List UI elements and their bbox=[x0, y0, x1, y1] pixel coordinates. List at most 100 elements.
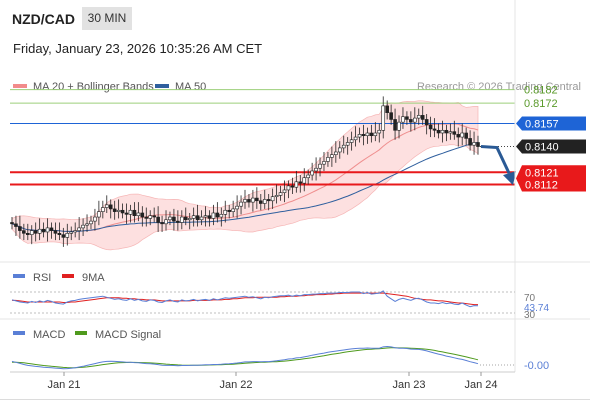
candle-body bbox=[164, 219, 168, 225]
last-price-tag-label: 0.8140 bbox=[525, 142, 559, 154]
candle-body bbox=[61, 234, 66, 238]
candle-body bbox=[385, 105, 389, 113]
target-tag bbox=[516, 165, 586, 192]
target-tag-label-0-8112: 0.8112 bbox=[525, 180, 558, 192]
candle-body bbox=[393, 119, 397, 131]
candle-body bbox=[306, 174, 310, 179]
candle-body bbox=[172, 216, 176, 222]
candle-body bbox=[148, 215, 153, 219]
last-price-tag bbox=[516, 139, 586, 154]
candle-body bbox=[416, 115, 421, 119]
candle-body bbox=[432, 128, 437, 131]
candle-body bbox=[239, 201, 243, 207]
candle-body bbox=[294, 181, 299, 188]
forecast-arrow-line bbox=[480, 145, 511, 174]
candle-body bbox=[310, 170, 314, 176]
candle-body bbox=[420, 115, 425, 120]
candle-body bbox=[73, 230, 77, 233]
legend-label-ma50: MA 50 bbox=[175, 81, 206, 93]
candle-body bbox=[341, 144, 346, 149]
candle-body bbox=[243, 199, 247, 203]
candle-body bbox=[460, 132, 465, 138]
candle-body bbox=[140, 212, 145, 218]
candle-body bbox=[89, 220, 93, 225]
timeframe-badge[interactable]: 30 MIN bbox=[82, 7, 132, 30]
candle-body bbox=[124, 212, 129, 215]
candle-body bbox=[85, 223, 89, 226]
candle-body bbox=[353, 136, 358, 141]
legend-label-macd: MACD bbox=[33, 329, 65, 341]
candle-body bbox=[255, 197, 259, 202]
candle-body bbox=[258, 200, 263, 204]
candle-body bbox=[282, 189, 287, 193]
time-tick-label-jan-23: Jan 23 bbox=[392, 379, 425, 391]
resistance-label-0-8172: 0.8172 bbox=[524, 98, 558, 110]
candle-body bbox=[318, 163, 322, 169]
candle-body bbox=[69, 231, 74, 234]
candle-body bbox=[389, 112, 393, 120]
candle-body bbox=[168, 216, 172, 221]
macd-signal-line bbox=[12, 347, 479, 369]
time-tick-label-jan-21: Jan 21 bbox=[47, 379, 80, 391]
candle-body bbox=[219, 214, 224, 218]
candle-body bbox=[314, 167, 318, 172]
candle-body bbox=[191, 215, 196, 219]
candle-body bbox=[286, 185, 291, 191]
candle-body bbox=[77, 227, 81, 231]
candle-body bbox=[468, 138, 472, 146]
candle-body bbox=[334, 151, 338, 155]
candle-body bbox=[365, 132, 370, 137]
candle-body bbox=[183, 216, 188, 221]
legend-swatch-rsi-9ma bbox=[62, 274, 74, 278]
candle-body bbox=[160, 222, 164, 225]
candle-body bbox=[45, 227, 50, 233]
rsi-tick-30: 30 bbox=[524, 310, 536, 321]
candle-body bbox=[345, 142, 350, 146]
macd-line bbox=[11, 345, 479, 370]
candle-body bbox=[322, 161, 326, 165]
candle-body bbox=[456, 134, 461, 138]
candle-body bbox=[452, 131, 457, 135]
candle-body bbox=[401, 116, 405, 123]
candle-body bbox=[298, 181, 303, 184]
candle-body bbox=[274, 195, 279, 198]
candle-body bbox=[104, 204, 109, 208]
legend-label-rsi: RSI bbox=[33, 272, 51, 284]
candle-body bbox=[22, 230, 26, 234]
candle-body bbox=[413, 117, 417, 123]
candle-body bbox=[53, 230, 58, 234]
rsi-9ma-line bbox=[12, 292, 478, 306]
candle-body bbox=[120, 209, 125, 214]
candle-body bbox=[211, 212, 216, 219]
candle-body bbox=[424, 119, 429, 126]
candle-body bbox=[381, 105, 386, 131]
candle-body bbox=[156, 216, 160, 223]
candle-body bbox=[97, 211, 101, 218]
candle-body bbox=[369, 132, 374, 137]
candle-body bbox=[472, 142, 476, 146]
legend-swatch-ma20-bollinger bbox=[13, 84, 27, 88]
candle-body bbox=[195, 215, 200, 221]
time-tick-label-jan-24: Jan 24 bbox=[464, 379, 497, 391]
legend-label-rsi-9ma: 9MA bbox=[82, 272, 105, 284]
candle-body bbox=[357, 134, 362, 138]
candle-body bbox=[440, 129, 445, 134]
candle-body bbox=[326, 157, 330, 162]
time-tick-label-jan-22: Jan 22 bbox=[219, 379, 252, 391]
macd-current-value: -0.00 bbox=[524, 360, 549, 372]
candle-body bbox=[227, 209, 232, 212]
candle-body bbox=[49, 227, 54, 231]
candle-body bbox=[18, 226, 22, 231]
candle-body bbox=[25, 233, 30, 235]
candle-body bbox=[337, 147, 342, 153]
candle-body bbox=[330, 154, 334, 158]
candle-body bbox=[476, 142, 480, 147]
candle-body bbox=[57, 233, 62, 235]
candle-body bbox=[223, 209, 228, 215]
candle-body bbox=[29, 230, 34, 235]
candle-body bbox=[14, 223, 18, 227]
candle-body bbox=[235, 205, 239, 210]
candle-body bbox=[278, 192, 283, 196]
candle-body bbox=[187, 218, 192, 221]
candle-body bbox=[41, 228, 46, 233]
